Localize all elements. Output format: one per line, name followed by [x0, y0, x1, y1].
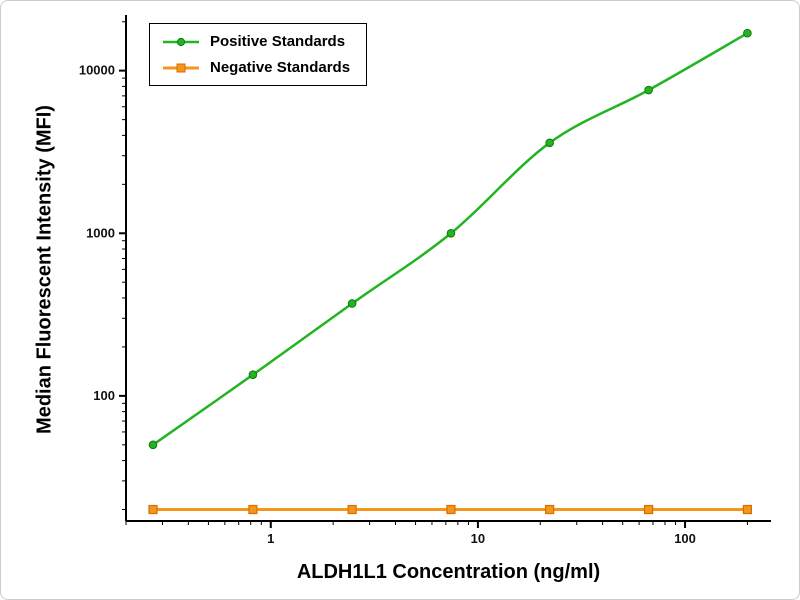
positive-standards-data-point — [743, 28, 752, 38]
positive-standards-data-point — [148, 440, 158, 450]
legend: Positive Standards Negative Standards — [149, 23, 368, 86]
negative-standards-data-point — [148, 504, 158, 515]
positive-standards-data-point — [446, 228, 456, 238]
positive-standards-line-marker-icon — [163, 37, 199, 46]
negative-standards-data-point — [347, 504, 357, 515]
y-axis-title: Median Fluorescent Intensity (MFI) — [33, 105, 56, 434]
positive-standards-line — [151, 31, 749, 447]
negative-standards-line-marker-icon — [163, 63, 199, 72]
legend-entry-negative-standards: Negative Standards — [162, 59, 350, 76]
negative-standards-data-point — [446, 504, 456, 515]
negative-standards-data-point — [248, 504, 258, 515]
positive-standards-data-point — [347, 299, 357, 308]
series-positive-standards — [148, 28, 752, 450]
legend-label-positive-standards: Positive Standards — [210, 33, 346, 50]
legend-entry-positive-standards: Positive Standards — [162, 33, 350, 50]
x-tick-label: 1 — [267, 531, 274, 546]
negative-standards-data-point — [545, 504, 555, 515]
positive-standards-data-point — [248, 370, 258, 379]
x-axis-title: ALDH1L1 Concentration (ng/ml) — [296, 561, 601, 583]
x-ticks: 1 10 100 — [125, 521, 748, 546]
y-ticks: 100 1000 10000 — [79, 21, 126, 511]
positive-standards-data-point — [545, 138, 554, 148]
positive-standards-data-point — [644, 85, 653, 95]
series-negative-standards — [148, 504, 752, 515]
legend-label-negative-standards: Negative Standards — [210, 59, 351, 76]
axes — [125, 15, 771, 522]
x-tick-label: 100 — [674, 531, 696, 546]
y-tick-label: 10000 — [79, 63, 115, 78]
negative-standards-data-point — [742, 504, 752, 515]
y-tick-label: 100 — [93, 388, 115, 403]
x-tick-label: 10 — [471, 531, 485, 546]
negative-standards-data-point — [644, 504, 654, 515]
y-tick-label: 1000 — [86, 225, 115, 240]
